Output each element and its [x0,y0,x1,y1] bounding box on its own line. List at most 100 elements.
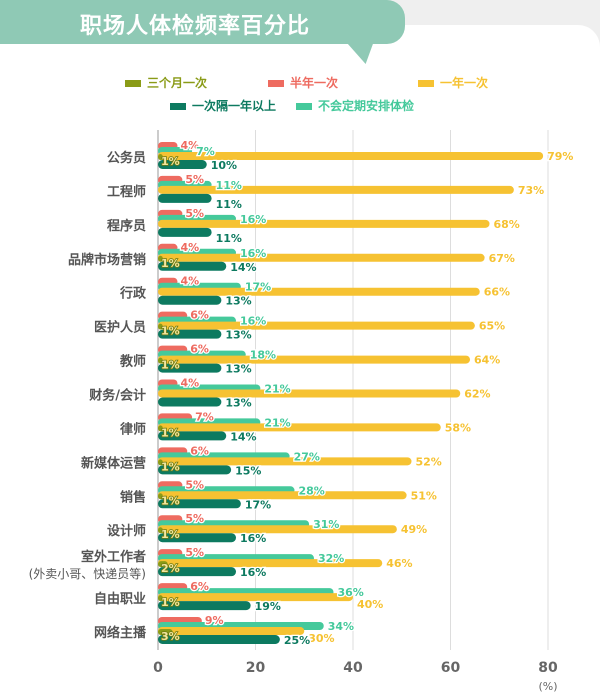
bar-over-one-year [158,160,207,169]
bar-over-one-year [158,261,227,271]
category-label: 销售 [120,489,146,505]
label-no-regular: 21% [264,383,290,396]
label-half-year: 6% [190,309,209,322]
bar-yearly [158,185,514,194]
label-yearly: 66% [484,286,510,299]
label-over-one-year: 13% [225,363,251,376]
label-half-year: 4% [181,139,200,152]
category-label: 医护人员 [94,320,146,336]
label-three-month: 1% [161,460,180,473]
bar-over-one-year [158,499,241,509]
label-three-month: 1% [161,257,180,270]
legend-label: 一年一次 [440,75,488,90]
bar-yearly [158,321,475,330]
bar-over-one-year [158,567,236,577]
label-no-regular: 16% [240,247,266,260]
label-over-one-year: 11% [216,198,242,211]
label-yearly: 46% [386,557,412,570]
label-yearly: 65% [479,320,505,333]
legend-swatch [170,103,186,110]
bar-yearly [158,389,461,398]
bar-over-one-year [158,533,236,543]
bar-yearly [158,627,305,635]
legend-swatch [268,80,284,87]
label-yearly: 79% [547,150,573,163]
legend-swatch [418,80,434,87]
legend-label: 不会定期安排体检 [318,98,414,113]
label-no-regular: 28% [299,484,325,497]
bar-yearly [158,287,480,296]
category-label: 教师 [119,354,146,370]
bar-over-one-year [158,193,212,203]
x-tick-label: 80 [538,660,558,676]
label-yearly: 58% [445,421,471,434]
x-tick-label: 60 [441,660,461,676]
label-no-regular: 27% [294,450,320,463]
bar-over-one-year [158,329,222,339]
legend-swatch [296,103,312,110]
category-label: 程序员 [107,218,146,234]
label-half-year: 5% [185,512,204,525]
bar-three-month [158,255,163,262]
category-label: 网络主播 [94,625,147,641]
label-three-month: 1% [161,528,180,541]
bar-three-month [158,527,163,534]
label-over-one-year: 13% [225,397,251,410]
label-no-regular: 7% [196,145,215,158]
bar-over-one-year [158,397,222,407]
bar-three-month [158,323,163,330]
bar-three-month [158,561,168,568]
label-three-month: 3% [161,630,180,643]
label-over-one-year: 25% [284,634,310,647]
label-three-month: 1% [161,596,180,609]
legend-label: 半年一次 [290,75,338,90]
label-three-month: 2% [161,562,180,575]
category-label: 室外工作者 [81,549,146,565]
title-bubble: 职场人体检频率百分比 [0,0,405,44]
label-yearly: 67% [489,252,515,265]
category-label: 品牌市场营销 [68,252,146,268]
label-half-year: 5% [185,546,204,559]
label-half-year: 4% [181,241,200,254]
bar-over-one-year [158,465,232,475]
legend-label: 一次隔一年以上 [192,98,276,113]
label-no-regular: 31% [313,518,339,531]
category-label: (外卖小哥、快递员等) [29,567,146,581]
label-over-one-year: 13% [225,329,251,342]
label-three-month: 1% [161,359,180,372]
x-tick-label: 20 [246,660,266,676]
label-half-year: 6% [190,444,209,457]
category-label: 设计师 [107,523,146,539]
label-no-regular: 34% [328,620,354,633]
bar-yearly [158,423,441,432]
label-over-one-year: 14% [230,261,256,274]
x-tick-label: 0 [153,660,163,676]
label-three-month: 1% [161,494,180,507]
bar-yearly [158,253,485,262]
label-yearly: 51% [411,489,437,502]
label-yearly: 73% [518,184,544,197]
bar-three-month [158,629,173,635]
label-over-one-year: 15% [235,464,261,477]
label-no-regular: 17% [245,281,271,294]
bar-yearly [158,219,490,228]
category-label: 财务/会计 [89,388,146,404]
label-three-month: 1% [161,155,180,168]
bar-three-month [158,154,163,160]
label-no-regular: 16% [240,315,266,328]
label-half-year: 4% [181,275,200,288]
bar-three-month [158,357,163,364]
label-half-year: 6% [190,343,209,356]
bar-yearly [158,525,397,534]
label-no-regular: 18% [250,349,276,362]
bar-three-month [158,493,163,500]
label-over-one-year: 16% [240,532,266,545]
bar-over-one-year [158,227,212,237]
label-yearly: 64% [474,354,500,367]
category-label: 行政 [119,286,147,302]
label-over-one-year: 13% [225,295,251,308]
label-over-one-year: 16% [240,566,266,579]
category-label: 自由职业 [94,591,146,607]
